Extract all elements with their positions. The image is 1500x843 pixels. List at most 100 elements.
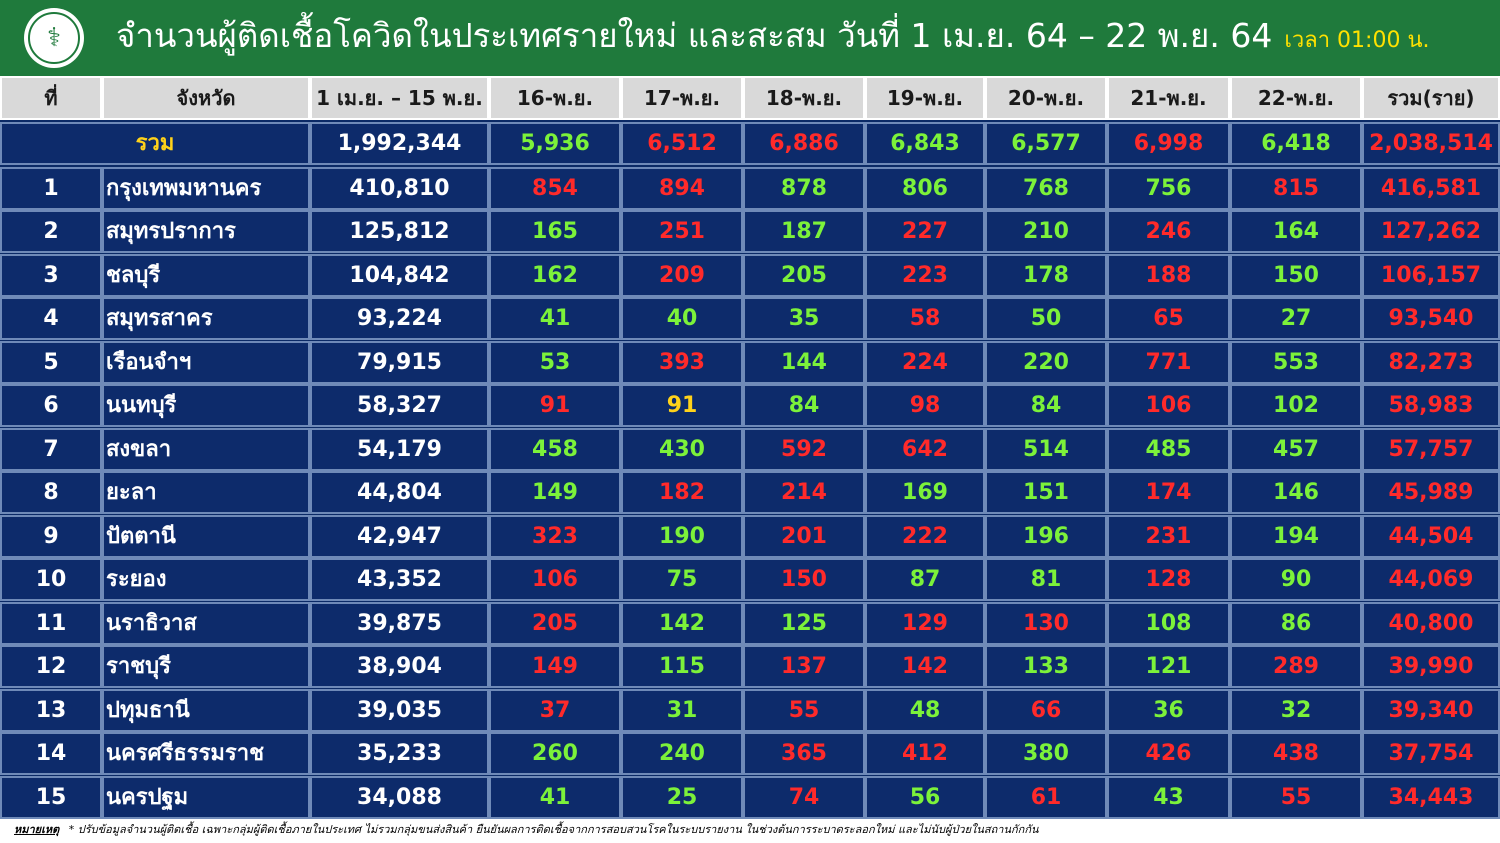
case-count-cell: 25 bbox=[621, 776, 743, 819]
row-number: 6 bbox=[0, 384, 102, 427]
case-count-cell: 38,904 bbox=[310, 645, 489, 688]
case-count-cell: 87 bbox=[865, 558, 985, 601]
case-count-cell: 58 bbox=[865, 297, 985, 340]
case-count-cell: 592 bbox=[743, 428, 865, 471]
case-count-cell: 164 bbox=[1230, 210, 1362, 253]
case-count-cell: 223 bbox=[865, 254, 985, 297]
column-header: รวม(ราย) bbox=[1362, 76, 1500, 120]
column-header: 20-พ.ย. bbox=[985, 76, 1107, 120]
case-count-cell: 108 bbox=[1107, 602, 1230, 645]
caduceus-icon: ⚕ bbox=[46, 23, 62, 53]
province-name: นราธิวาส bbox=[102, 602, 310, 645]
row-number: 8 bbox=[0, 471, 102, 514]
case-count-cell: 142 bbox=[621, 602, 743, 645]
total-cell: 1,992,344 bbox=[310, 122, 489, 165]
case-count-cell: 36 bbox=[1107, 689, 1230, 732]
case-count-cell: 393 bbox=[621, 341, 743, 384]
case-count-cell: 222 bbox=[865, 515, 985, 558]
case-count-cell: 251 bbox=[621, 210, 743, 253]
case-count-cell: 289 bbox=[1230, 645, 1362, 688]
case-count-cell: 129 bbox=[865, 602, 985, 645]
case-count-cell: 205 bbox=[743, 254, 865, 297]
row-number: 4 bbox=[0, 297, 102, 340]
footnote-label: หมายเหตุ bbox=[14, 823, 60, 836]
case-count-cell: 231 bbox=[1107, 515, 1230, 558]
province-name: ชลบุรี bbox=[102, 254, 310, 297]
case-count-cell: 55 bbox=[743, 689, 865, 732]
case-count-cell: 93,224 bbox=[310, 297, 489, 340]
case-count-cell: 34,088 bbox=[310, 776, 489, 819]
case-count-cell: 201 bbox=[743, 515, 865, 558]
case-count-cell: 66 bbox=[985, 689, 1107, 732]
row-number: 7 bbox=[0, 428, 102, 471]
total-cell: 5,936 bbox=[489, 122, 621, 165]
case-count-cell: 44,504 bbox=[1362, 515, 1500, 558]
case-count-cell: 74 bbox=[743, 776, 865, 819]
total-cell: 6,418 bbox=[1230, 122, 1362, 165]
case-count-cell: 61 bbox=[985, 776, 1107, 819]
case-count-cell: 91 bbox=[621, 384, 743, 427]
case-count-cell: 194 bbox=[1230, 515, 1362, 558]
case-count-cell: 75 bbox=[621, 558, 743, 601]
column-header: ที่ bbox=[0, 76, 102, 120]
case-count-cell: 128 bbox=[1107, 558, 1230, 601]
column-header: 18-พ.ย. bbox=[743, 76, 865, 120]
case-count-cell: 104,842 bbox=[310, 254, 489, 297]
case-count-cell: 79,915 bbox=[310, 341, 489, 384]
case-count-cell: 42,947 bbox=[310, 515, 489, 558]
row-number: 14 bbox=[0, 732, 102, 775]
case-count-cell: 44,069 bbox=[1362, 558, 1500, 601]
case-count-cell: 32 bbox=[1230, 689, 1362, 732]
case-count-cell: 106,157 bbox=[1362, 254, 1500, 297]
province-name: ปทุมธานี bbox=[102, 689, 310, 732]
case-count-cell: 43 bbox=[1107, 776, 1230, 819]
case-count-cell: 205 bbox=[489, 602, 621, 645]
case-count-cell: 84 bbox=[985, 384, 1107, 427]
case-count-cell: 54,179 bbox=[310, 428, 489, 471]
case-count-cell: 121 bbox=[1107, 645, 1230, 688]
case-count-cell: 90 bbox=[1230, 558, 1362, 601]
case-count-cell: 40,800 bbox=[1362, 602, 1500, 645]
case-count-cell: 130 bbox=[985, 602, 1107, 645]
case-count-cell: 41 bbox=[489, 776, 621, 819]
case-count-cell: 149 bbox=[489, 645, 621, 688]
logo-ring bbox=[28, 12, 80, 64]
case-count-cell: 458 bbox=[489, 428, 621, 471]
province-name: เรือนจำฯ bbox=[102, 341, 310, 384]
case-count-cell: 48 bbox=[865, 689, 985, 732]
case-count-cell: 771 bbox=[1107, 341, 1230, 384]
case-count-cell: 196 bbox=[985, 515, 1107, 558]
case-count-cell: 169 bbox=[865, 471, 985, 514]
province-name: ปัตตานี bbox=[102, 515, 310, 558]
case-count-cell: 45,989 bbox=[1362, 471, 1500, 514]
case-count-cell: 457 bbox=[1230, 428, 1362, 471]
case-count-cell: 416,581 bbox=[1362, 167, 1500, 210]
case-count-cell: 146 bbox=[1230, 471, 1362, 514]
case-count-cell: 380 bbox=[985, 732, 1107, 775]
case-count-cell: 365 bbox=[743, 732, 865, 775]
row-number: 9 bbox=[0, 515, 102, 558]
column-header: 21-พ.ย. bbox=[1107, 76, 1230, 120]
case-count-cell: 894 bbox=[621, 167, 743, 210]
case-count-cell: 115 bbox=[621, 645, 743, 688]
province-name: นครศรีธรรมราช bbox=[102, 732, 310, 775]
update-time: เวลา 01:00 น. bbox=[1284, 28, 1430, 53]
case-count-cell: 31 bbox=[621, 689, 743, 732]
case-count-cell: 57,757 bbox=[1362, 428, 1500, 471]
case-count-cell: 224 bbox=[865, 341, 985, 384]
case-count-cell: 323 bbox=[489, 515, 621, 558]
row-number: 11 bbox=[0, 602, 102, 645]
province-name: กรุงเทพมหานคร bbox=[102, 167, 310, 210]
case-count-cell: 91 bbox=[489, 384, 621, 427]
case-count-cell: 39,875 bbox=[310, 602, 489, 645]
case-count-cell: 165 bbox=[489, 210, 621, 253]
row-number: 5 bbox=[0, 341, 102, 384]
case-count-cell: 260 bbox=[489, 732, 621, 775]
row-number: 13 bbox=[0, 689, 102, 732]
case-count-cell: 815 bbox=[1230, 167, 1362, 210]
case-count-cell: 174 bbox=[1107, 471, 1230, 514]
case-count-cell: 410,810 bbox=[310, 167, 489, 210]
case-count-cell: 41 bbox=[489, 297, 621, 340]
row-number: 15 bbox=[0, 776, 102, 819]
case-count-cell: 81 bbox=[985, 558, 1107, 601]
